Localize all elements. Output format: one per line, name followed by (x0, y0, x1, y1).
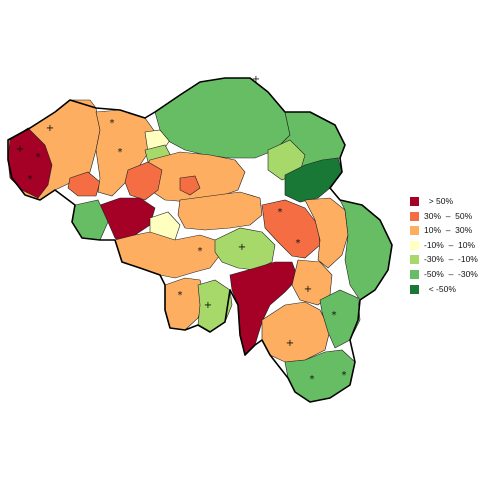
legend-item: -10% – 10% (410, 240, 480, 255)
region-aalst (124, 161, 163, 201)
legend-swatch (410, 269, 419, 279)
marker-star: * (342, 370, 347, 381)
marker-star: * (278, 207, 283, 218)
legend: > 50% 30% – 50% 10% – 30% -10% – 10% -30… (410, 196, 480, 298)
marker-plus: + (238, 242, 246, 253)
marker-plus: + (252, 74, 260, 85)
region-luxembourg-south (261, 301, 331, 363)
marker-plus: + (304, 284, 312, 295)
region-hainaut (114, 231, 221, 279)
region-antwerp (154, 77, 291, 159)
legend-item: 30% – 50% (410, 211, 480, 226)
legend-label: > 50% (424, 196, 454, 206)
marker-star: * (332, 310, 337, 321)
marker-star: * (36, 152, 41, 163)
region-leuven-spot (179, 175, 201, 196)
legend-swatch (410, 255, 419, 265)
region-namur-north (177, 191, 263, 231)
country-outline (7, 77, 393, 403)
legend-item: 10% – 30% (410, 225, 480, 240)
marker-star: * (178, 290, 183, 301)
legend-label: < -50% (424, 283, 456, 294)
marker-plus: + (286, 338, 294, 349)
marker-plus: + (16, 144, 24, 155)
marker-star: * (310, 374, 315, 385)
region-east-cantons (339, 199, 393, 301)
legend-label: -50% – -30% (424, 268, 478, 279)
marker-star: * (118, 147, 123, 158)
legend-item: -30% – -10% (410, 254, 480, 269)
marker-plus: + (204, 300, 212, 311)
marker-star: * (110, 118, 115, 129)
legend-swatch (410, 240, 419, 250)
marker-plus: + (46, 123, 54, 134)
legend-label: -30% – -10% (424, 254, 478, 265)
legend-swatch (410, 284, 419, 294)
legend-swatch (410, 226, 419, 236)
marker-star: * (28, 174, 33, 185)
marker-star: * (198, 246, 203, 257)
legend-item: -50% – -30% (410, 269, 480, 284)
legend-swatch (410, 211, 419, 221)
region-liege-east (261, 199, 321, 259)
region-kortrijk (67, 171, 101, 197)
legend-item: < -50% (410, 284, 480, 299)
region-brussels (99, 197, 156, 246)
legend-swatch (410, 197, 419, 206)
marker-star: * (296, 238, 301, 249)
legend-label: 30% – 50% (424, 210, 473, 221)
legend-label: -10% – 10% (424, 239, 476, 250)
region-verviers (304, 197, 349, 269)
legend-item: > 50% (410, 196, 480, 211)
legend-label: 10% – 30% (424, 225, 473, 236)
region-ieper (7, 127, 53, 199)
